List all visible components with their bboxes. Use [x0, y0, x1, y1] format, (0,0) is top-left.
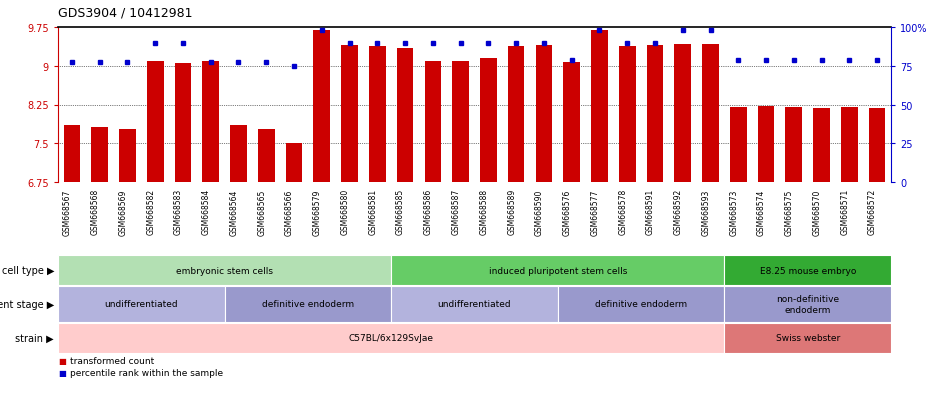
Bar: [58, 286, 225, 322]
Text: definitive endoderm: definitive endoderm: [262, 300, 354, 309]
Bar: [558, 286, 724, 322]
Bar: [397, 49, 414, 183]
Bar: [619, 47, 636, 183]
Text: C57BL/6x129SvJae: C57BL/6x129SvJae: [349, 334, 433, 343]
Bar: [342, 46, 358, 183]
Bar: [869, 109, 885, 183]
Text: GDS3904 / 10412981: GDS3904 / 10412981: [58, 7, 193, 20]
Text: cell type ▶: cell type ▶: [2, 266, 54, 275]
Bar: [64, 126, 80, 183]
Bar: [58, 323, 724, 353]
Text: strain ▶: strain ▶: [15, 333, 54, 343]
Bar: [813, 109, 830, 183]
Bar: [724, 255, 891, 285]
Bar: [230, 126, 247, 183]
Bar: [675, 45, 691, 183]
Bar: [391, 286, 558, 322]
Bar: [225, 286, 391, 322]
Bar: [508, 47, 524, 183]
Text: development stage ▶: development stage ▶: [0, 299, 54, 309]
Bar: [258, 129, 274, 183]
Bar: [592, 31, 607, 183]
Bar: [702, 45, 719, 183]
Bar: [841, 108, 857, 183]
Bar: [175, 64, 191, 183]
Text: definitive endoderm: definitive endoderm: [595, 300, 687, 309]
Bar: [480, 59, 497, 183]
Text: undifferentiated: undifferentiated: [105, 300, 178, 309]
Bar: [92, 127, 108, 183]
Bar: [535, 46, 552, 183]
Bar: [58, 255, 391, 285]
Bar: [563, 62, 580, 183]
Text: undifferentiated: undifferentiated: [438, 300, 511, 309]
Bar: [425, 62, 441, 183]
Text: ■: ■: [58, 357, 66, 366]
Bar: [724, 323, 891, 353]
Text: percentile rank within the sample: percentile rank within the sample: [70, 369, 223, 377]
Bar: [785, 108, 802, 183]
Bar: [202, 62, 219, 183]
Bar: [724, 286, 891, 322]
Bar: [119, 129, 136, 183]
Bar: [758, 106, 774, 183]
Text: Swiss webster: Swiss webster: [776, 334, 840, 343]
Text: transformed count: transformed count: [70, 357, 154, 366]
Bar: [369, 47, 386, 183]
Bar: [285, 144, 302, 183]
Bar: [314, 31, 330, 183]
Text: induced pluripotent stem cells: induced pluripotent stem cells: [489, 266, 627, 275]
Text: ■: ■: [58, 369, 66, 377]
Text: non-definitive
endoderm: non-definitive endoderm: [776, 294, 840, 314]
Bar: [452, 62, 469, 183]
Bar: [647, 46, 664, 183]
Bar: [391, 255, 724, 285]
Text: embryonic stem cells: embryonic stem cells: [176, 266, 273, 275]
Bar: [147, 62, 164, 183]
Text: E8.25 mouse embryo: E8.25 mouse embryo: [759, 266, 856, 275]
Bar: [730, 108, 747, 183]
